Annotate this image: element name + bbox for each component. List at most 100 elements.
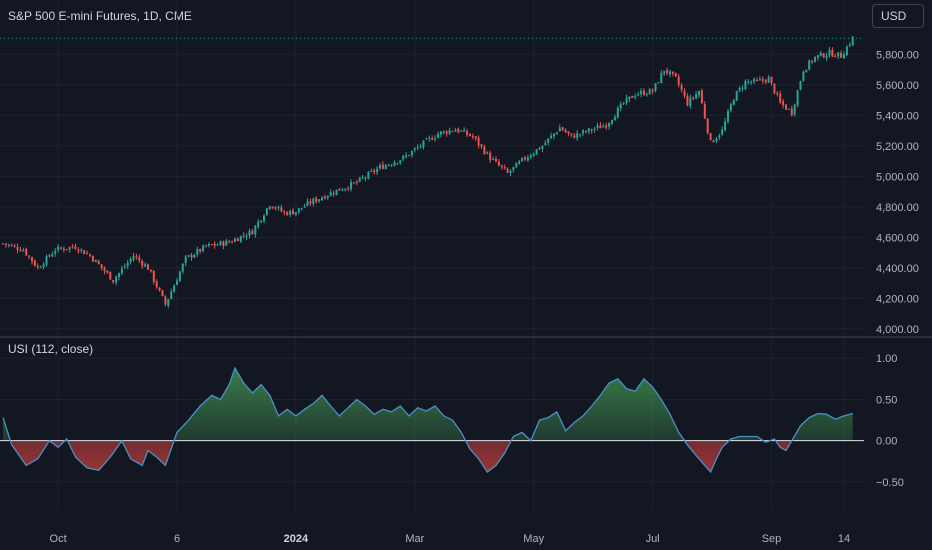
time-tick-label: 2024 — [284, 533, 309, 545]
candle — [735, 90, 738, 102]
candle — [147, 263, 149, 270]
candle — [698, 90, 700, 98]
candle — [576, 130, 579, 141]
price-pane[interactable] — [0, 35, 864, 309]
candle — [611, 119, 613, 126]
candle — [65, 249, 68, 251]
candle — [811, 59, 814, 65]
candle — [483, 144, 486, 156]
candle — [202, 244, 205, 253]
candle — [579, 133, 582, 138]
candle — [176, 277, 178, 286]
candle — [144, 262, 147, 268]
candle — [828, 46, 831, 58]
candle — [622, 102, 625, 106]
candle — [129, 256, 132, 265]
usi-tick-label: 1.00 — [876, 353, 897, 365]
candle — [384, 163, 387, 170]
price-tick-label: 4,000.00 — [876, 324, 919, 336]
time-tick-label: 14 — [838, 533, 850, 545]
candle — [506, 167, 509, 174]
candle — [474, 135, 477, 141]
candle — [819, 50, 822, 57]
candle — [753, 77, 756, 85]
candle — [231, 240, 234, 244]
candle — [657, 82, 660, 84]
candle — [460, 129, 463, 132]
candle — [651, 88, 654, 95]
candle — [62, 246, 65, 253]
candle — [434, 135, 437, 142]
candle — [80, 248, 83, 254]
candle — [468, 133, 471, 137]
candle — [608, 122, 611, 130]
candle — [289, 209, 292, 218]
candle — [205, 244, 207, 248]
candle — [515, 162, 518, 168]
candle — [628, 96, 631, 103]
currency-selector[interactable]: USD — [872, 4, 924, 28]
candle — [596, 122, 599, 131]
candle — [25, 247, 28, 257]
candle — [558, 124, 561, 132]
candle — [355, 179, 358, 186]
candle — [315, 196, 318, 204]
price-tick-label: 5,800.00 — [876, 49, 919, 61]
candle — [744, 79, 747, 91]
candle — [553, 133, 555, 140]
candle — [680, 82, 683, 93]
candle — [387, 163, 390, 167]
candle — [225, 238, 228, 246]
usi-tick-label: 0.50 — [876, 394, 897, 406]
candle — [535, 149, 538, 156]
candle — [257, 219, 260, 230]
candle — [793, 103, 796, 117]
time-tick-label: Sep — [762, 533, 782, 545]
candle — [31, 256, 33, 265]
usi-pane[interactable] — [0, 366, 864, 474]
candle — [405, 152, 408, 159]
candle — [843, 51, 845, 59]
candle — [358, 176, 361, 183]
candle — [381, 161, 384, 170]
candle — [477, 135, 480, 149]
candle — [338, 188, 341, 191]
candle — [28, 255, 31, 260]
grid — [0, 0, 932, 510]
candle — [193, 253, 196, 259]
candle — [45, 254, 48, 267]
candle — [106, 270, 109, 274]
candle — [367, 171, 370, 180]
candle — [712, 139, 715, 143]
candle — [613, 114, 616, 121]
candle — [727, 108, 729, 124]
candle — [112, 279, 115, 285]
candle — [486, 151, 489, 155]
candle — [637, 91, 640, 97]
candle — [161, 289, 164, 297]
candle — [164, 295, 167, 307]
candle — [309, 198, 312, 206]
candle — [674, 72, 677, 78]
price-tick-label: 5,400.00 — [876, 110, 919, 122]
candle — [341, 187, 344, 191]
candle — [457, 127, 460, 134]
candle — [547, 138, 550, 146]
candle — [294, 212, 297, 217]
candle — [541, 145, 544, 153]
candle — [10, 243, 13, 247]
time-tick-label: May — [523, 533, 544, 545]
candle — [677, 73, 680, 88]
candle — [764, 78, 767, 85]
candle — [770, 76, 773, 86]
candle — [364, 176, 367, 182]
candle — [379, 162, 381, 171]
candle — [779, 90, 782, 105]
candle — [831, 47, 834, 58]
candle — [451, 130, 454, 133]
candle — [97, 259, 100, 265]
candle — [42, 262, 45, 270]
candle — [782, 98, 785, 109]
candle — [666, 67, 669, 76]
